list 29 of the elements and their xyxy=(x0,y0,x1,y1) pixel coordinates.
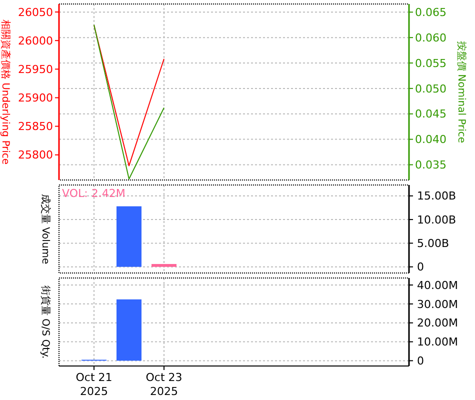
y-axis-title: 成交量 Volume xyxy=(40,194,52,264)
y-tick-label: 10.00M xyxy=(417,336,458,349)
y-tick-label: 25800 xyxy=(18,148,53,162)
y-tick-label: 26050 xyxy=(18,6,53,19)
y2-tick-label: 0.045 xyxy=(415,108,446,121)
y-tick-label: 30.00M xyxy=(417,298,458,311)
x-tick-label: Oct 21 2025 xyxy=(76,371,112,398)
y-tick-label: 25850 xyxy=(18,120,53,134)
y-axis-title: 街貨量 O/S Qty. xyxy=(40,285,52,359)
y2-tick-label: 0.040 xyxy=(415,133,446,146)
y2-tick-label: 0.065 xyxy=(415,6,446,19)
y-tick-label: 20.00M xyxy=(417,316,458,330)
y-tick-label: 25900 xyxy=(18,92,53,105)
y-axis-title: 相關資產價格 Underlying Price xyxy=(0,19,12,165)
y-tick-label: 10.00B xyxy=(417,213,456,226)
y2-axis-title: 按盤價 Nominal Price xyxy=(456,40,468,144)
y2-tick-label: 0.060 xyxy=(415,31,446,44)
y2-tick-label: 0.035 xyxy=(415,158,446,172)
y-tick-label: 25950 xyxy=(18,62,53,76)
y-tick-label: 15.00B xyxy=(417,190,456,203)
y-tick-label: 40.00M xyxy=(417,278,458,292)
y-tick-label: 0 xyxy=(417,260,424,274)
y-tick-label: 5.00B xyxy=(417,237,450,250)
y-tick-label: 26000 xyxy=(18,34,53,48)
annotation: VOL: 2.42M xyxy=(62,187,126,200)
y2-tick-label: 0.050 xyxy=(415,82,446,96)
y-tick-label: 0 xyxy=(417,354,424,368)
y2-tick-label: 0.055 xyxy=(415,56,446,70)
x-tick-label: Oct 23 2025 xyxy=(146,371,182,398)
